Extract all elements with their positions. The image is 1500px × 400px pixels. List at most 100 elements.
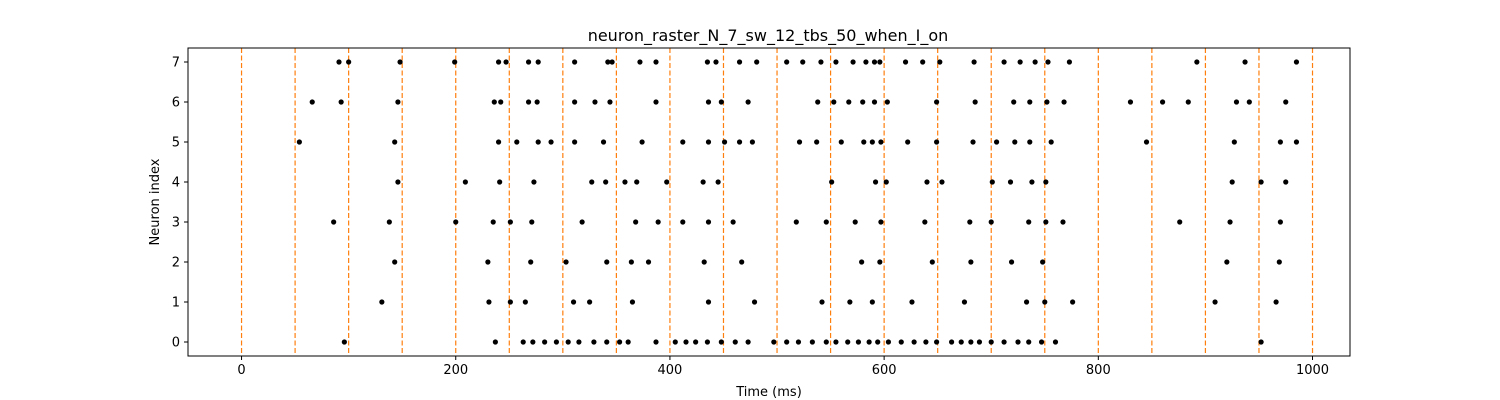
- spike-point: [497, 179, 503, 185]
- spike-point: [1008, 259, 1015, 265]
- spike-point: [1001, 59, 1007, 65]
- spike-point: [877, 259, 883, 265]
- spike-point: [1032, 59, 1038, 65]
- spike-point: [603, 179, 609, 185]
- spike-point: [713, 59, 719, 65]
- spike-point: [1017, 59, 1023, 65]
- spike-point: [1001, 339, 1007, 345]
- spike-point: [833, 339, 839, 345]
- spike-point: [1194, 59, 1200, 65]
- spike-point: [1007, 179, 1014, 185]
- spike-point: [637, 59, 643, 65]
- spike-point: [898, 339, 904, 345]
- spike-point: [525, 99, 532, 105]
- spike-point: [529, 219, 535, 225]
- spike-point: [972, 99, 978, 105]
- spike-point: [745, 99, 751, 105]
- spike-point: [645, 259, 652, 265]
- spike-point: [592, 99, 598, 105]
- spike-point: [784, 339, 790, 345]
- spike-point: [1233, 99, 1240, 105]
- spike-point: [715, 179, 721, 185]
- spike-point: [309, 99, 315, 105]
- spike-point: [1043, 179, 1049, 185]
- spike-point: [819, 299, 825, 305]
- spike-point: [721, 139, 728, 145]
- spike-point: [1159, 99, 1166, 105]
- spike-point: [878, 219, 884, 225]
- spike-point: [1258, 179, 1264, 185]
- spike-point: [754, 59, 760, 65]
- spike-point: [600, 139, 607, 145]
- spike-point: [736, 139, 743, 145]
- spike-point: [730, 219, 736, 225]
- spike-point: [520, 339, 526, 345]
- spike-point: [705, 299, 712, 305]
- spike-point: [869, 299, 875, 305]
- spike-point: [548, 139, 554, 145]
- spike-point: [829, 179, 835, 185]
- spike-point: [847, 299, 853, 305]
- spike-point: [485, 259, 491, 265]
- spike-point: [833, 59, 839, 65]
- spike-point: [793, 219, 799, 225]
- y-tick-label: 1: [172, 296, 180, 311]
- y-tick-label: 6: [172, 96, 180, 111]
- spike-point: [884, 99, 890, 105]
- spike-point: [1040, 259, 1046, 265]
- spike-point: [1042, 299, 1048, 305]
- spike-point: [1227, 219, 1233, 225]
- spike-point: [838, 139, 844, 145]
- spike-point: [653, 99, 659, 105]
- spike-point: [653, 339, 659, 345]
- spike-point: [1043, 219, 1049, 225]
- spike-point: [680, 219, 686, 225]
- spike-point: [860, 99, 866, 105]
- spike-point: [923, 339, 929, 345]
- spike-point: [1027, 139, 1033, 145]
- spike-point: [507, 219, 513, 225]
- spike-point: [395, 99, 401, 105]
- spike-point: [831, 99, 837, 105]
- spike-point: [1038, 339, 1045, 345]
- spike-point: [863, 59, 869, 65]
- spike-point: [845, 339, 851, 345]
- spike-point: [395, 179, 401, 185]
- spike-point: [1012, 139, 1018, 145]
- spike-point: [609, 59, 615, 65]
- spike-point: [498, 99, 504, 105]
- spike-point: [346, 59, 352, 65]
- spike-point: [869, 139, 875, 145]
- chart-title: neuron_raster_N_7_sw_12_tbs_50_when_I_on: [588, 26, 949, 46]
- spike-point: [934, 339, 940, 345]
- spike-point: [855, 339, 862, 345]
- spike-point: [815, 99, 821, 105]
- spike-point: [976, 339, 983, 345]
- spike-point: [909, 299, 915, 305]
- spike-point: [961, 299, 968, 305]
- spike-point: [534, 99, 540, 105]
- spike-point: [1061, 99, 1067, 105]
- x-axis-ticks: 0 200 400 600 800 1000: [237, 356, 1329, 378]
- spike-point: [1185, 99, 1191, 105]
- spike-point: [514, 139, 520, 145]
- y-tick-label: 5: [172, 136, 180, 151]
- spike-point: [705, 99, 712, 105]
- spike-point: [633, 219, 639, 225]
- spike-point: [563, 259, 569, 265]
- spike-point: [875, 339, 881, 345]
- spike-point: [751, 299, 758, 305]
- spike-point: [823, 219, 829, 225]
- spike-point: [846, 99, 852, 105]
- spike-point: [535, 139, 541, 145]
- spike-point: [968, 339, 974, 345]
- spike-point: [859, 259, 865, 265]
- spike-point: [664, 179, 670, 185]
- y-tick-label: 2: [172, 256, 180, 271]
- x-tick-label: 200: [443, 363, 468, 378]
- spike-point: [872, 179, 879, 185]
- spike-point: [745, 339, 751, 345]
- spike-point: [920, 59, 926, 65]
- spike-point: [1023, 299, 1030, 305]
- spike-point: [1212, 299, 1218, 305]
